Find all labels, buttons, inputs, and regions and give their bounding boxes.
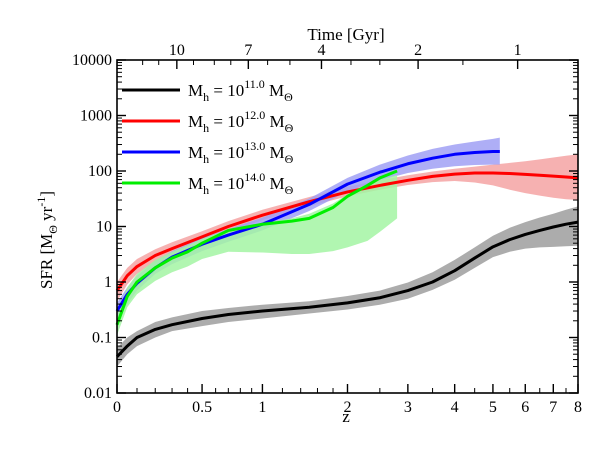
top-tick-label: 2 (414, 42, 422, 59)
legend-post: M (265, 143, 284, 162)
legend-post-sub: Θ (285, 121, 294, 135)
top-axis-title: Time [Gyr] (307, 25, 384, 44)
x-tick-label: 0 (113, 399, 121, 416)
legend-post-sub: Θ (284, 90, 293, 104)
legend-sub: h (203, 152, 209, 166)
legend-prefix: M (188, 112, 203, 131)
y-tick-label: 0.1 (92, 330, 112, 347)
legend-sup: 12.0 (244, 108, 265, 122)
x-tick-label: 2 (344, 399, 352, 416)
legend-sub: h (203, 90, 209, 104)
x-tick-label: 4 (451, 399, 459, 416)
legend-sup: 13.0 (244, 139, 265, 153)
legend-mid: = 10 (209, 112, 244, 131)
series-line-1 (115, 171, 579, 292)
x-axis-title: z (342, 407, 350, 426)
legend-sup: 11.0 (244, 77, 265, 91)
top-time-axis-ticks: 10 7 4 2 1 (142, 42, 522, 69)
y-axis-title-sup: -1 (34, 197, 48, 207)
y-axis-title-main: SFR [M (37, 234, 56, 289)
legend-post-sub: Θ (285, 152, 294, 166)
legend-label-0: Mh = 1011.0 MΘ (188, 77, 293, 104)
legend-label-2: Mh = 1013.0 MΘ (188, 139, 294, 166)
y-tick-label: 100 (88, 163, 112, 180)
legend-sup: 14.0 (244, 170, 265, 184)
legend-post: M (265, 81, 284, 100)
top-tick-label: 7 (244, 42, 252, 59)
y-tick-label: 1000 (80, 108, 112, 125)
y-axis-title-close: ] (37, 191, 56, 197)
y-tick-label: 1 (104, 274, 112, 291)
legend-prefix: M (188, 143, 203, 162)
legend-label-1: Mh = 1012.0 MΘ (188, 108, 294, 135)
x-tick-label: 5 (489, 399, 497, 416)
x-tick-label: 7 (549, 399, 557, 416)
y-axis-title-sub: Θ (46, 225, 60, 234)
x-axis-ticks: 0 0.5 1 2 3 4 5 6 7 8 (113, 384, 582, 416)
series-band-2 (117, 137, 500, 321)
y-axis-title: SFR [MΘ yr-1] (34, 191, 60, 289)
uncertainty-bands (117, 137, 578, 367)
y-tick-label: 10000 (72, 52, 112, 69)
legend-post-sub: Θ (285, 183, 294, 197)
legend-sub: h (203, 121, 209, 135)
y-tick-label: 10 (96, 219, 112, 236)
x-tick-label: 0.5 (192, 399, 212, 416)
legend-mid: = 10 (209, 143, 244, 162)
x-tick-label: 6 (521, 399, 529, 416)
top-tick-label: 1 (514, 42, 522, 59)
series-line-0 (115, 220, 579, 358)
top-tick-label: 10 (169, 42, 185, 59)
y-axis-ticks: 0.01 0.1 1 10 100 1000 10000 (72, 52, 578, 402)
x-tick-label: 3 (404, 399, 412, 416)
legend-prefix: M (188, 81, 203, 100)
legend-label-3: Mh = 1014.0 MΘ (188, 170, 294, 197)
legend-sub: h (203, 183, 209, 197)
legend-mid: = 10 (209, 174, 244, 193)
legend-mid: = 10 (209, 81, 244, 100)
series-line-3 (115, 169, 398, 326)
y-axis-title-unit: yr (37, 206, 56, 225)
y-tick-label: 0.01 (84, 385, 112, 402)
legend-post: M (265, 174, 284, 193)
top-tick-label: 4 (317, 42, 325, 59)
legend-post: M (265, 112, 284, 131)
series-lines (115, 149, 579, 358)
series-band-1 (117, 154, 578, 302)
x-tick-label: 8 (574, 399, 582, 416)
legend-prefix: M (188, 174, 203, 193)
series-band-0 (117, 206, 578, 367)
x-tick-label: 1 (258, 399, 266, 416)
series-band-3 (117, 174, 398, 336)
